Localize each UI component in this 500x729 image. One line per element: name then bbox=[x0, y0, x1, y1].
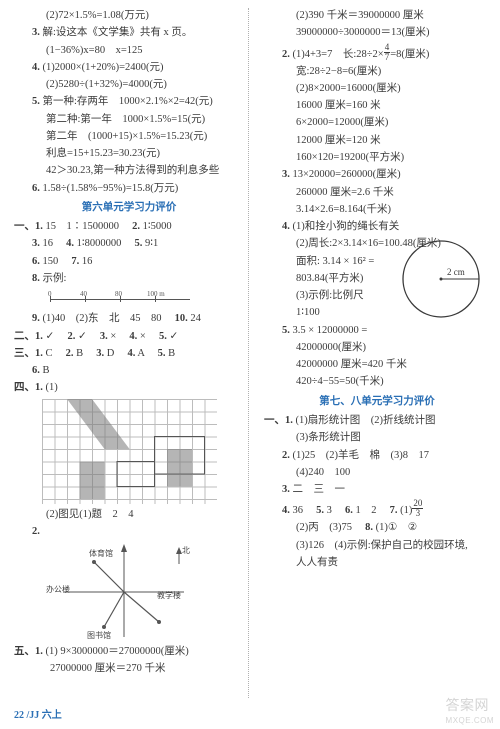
line: 420÷4−55=50(千米) bbox=[264, 374, 490, 390]
row-1: 一、1. 15 1∶1500000 2. 1∶5000 bbox=[14, 219, 244, 235]
row-5: 9. (1)40 (2)东 北 45 80 10. 24 bbox=[14, 311, 244, 327]
line: (3)条形统计图 bbox=[264, 430, 490, 446]
section-78-title: 第七、八单元学习力评价 bbox=[264, 394, 490, 410]
s-row3: 2. (1)25 (2)羊毛 棉 (3)8 17 bbox=[264, 448, 490, 464]
svg-text:2 cm: 2 cm bbox=[447, 267, 465, 277]
line: 39000000÷3000000＝13(厘米) bbox=[264, 25, 490, 41]
line: 16000 厘米=160 米 bbox=[264, 98, 490, 114]
line: 宽:28÷2−8=6(厘米) bbox=[264, 64, 490, 80]
q3: 3. 解:设这本《文学集》共有 x 页。 bbox=[14, 25, 244, 41]
line: (4)240 100 bbox=[264, 465, 490, 481]
line: 27000000 厘米＝270 千米 bbox=[14, 661, 244, 677]
q5: 5. 第一种:存两年 1000×2.1%×2=42(元) bbox=[14, 94, 244, 110]
line: 160×120=19200(平方米) bbox=[264, 150, 490, 166]
number-line-figure: 0 40 80 100 m bbox=[50, 289, 190, 309]
line: (2)8×2000=16000(厘米) bbox=[264, 81, 490, 97]
circle-figure: 2 cm bbox=[400, 238, 482, 320]
row-8: 6. B bbox=[14, 363, 244, 379]
line: 3.14×2.6=8.164(千米) bbox=[264, 202, 490, 218]
row-2: 3. 16 4. 1∶8000000 5. 9∶1 bbox=[14, 236, 244, 252]
r-q3: 3. 13×20000=260000(厘米) bbox=[264, 167, 490, 183]
row-5-1: 五、1. (1) 9×3000000＝27000000(厘米) bbox=[14, 644, 244, 660]
q6: 6. 1.58÷(1.58%−95%)=15.8(万元) bbox=[14, 181, 244, 197]
line: 12000 厘米=120 米 bbox=[264, 133, 490, 149]
row-7: 三、1. C 2. B 3. D 4. A 5. B bbox=[14, 346, 244, 362]
line: (2)图见(1)题 2 4 bbox=[14, 507, 244, 523]
q4: 4. (1)2000×(1+20%)=2400(元) bbox=[14, 60, 244, 76]
r-q5: 5. 3.5 × 12000000 = bbox=[264, 323, 490, 339]
row-6: 二、1. ✓ 2. ✓ 3. × 4. × 5. ✓ bbox=[14, 329, 244, 345]
line: 人人有责 bbox=[264, 555, 490, 571]
row-4: 8. 示例: bbox=[14, 271, 244, 287]
column-divider bbox=[248, 8, 249, 698]
section-6-title: 第六单元学习力评价 bbox=[14, 200, 244, 216]
line: (1−36%)x=80 x=125 bbox=[14, 43, 244, 59]
line: 42＞30.23,第一种方法得到的利息多些 bbox=[14, 163, 244, 179]
s-row6: 4. 36 5. 3 6. 1 2 7. (1)203 bbox=[264, 499, 490, 519]
r-q4: 4. (1)和拴小狗的绳长有关 bbox=[264, 219, 490, 235]
line: (2)5280÷(1+32%)=4000(元) bbox=[14, 77, 244, 93]
line: 第二年 (1000+15)×1.5%=15.23(元) bbox=[14, 129, 244, 145]
row-9: 四、1. (1) bbox=[14, 380, 244, 396]
line: 260000 厘米=2.6 千米 bbox=[264, 185, 490, 201]
line: (2)390 千米＝39000000 厘米 bbox=[264, 8, 490, 24]
watermark: 答案网MXQE.COM bbox=[446, 695, 494, 725]
page-footer: 22 /JJ 六上 bbox=[14, 708, 62, 724]
compass-figure: 体育馆 办公楼 教学楼 图书馆 北 bbox=[49, 542, 199, 642]
line: 6×2000=12000(厘米) bbox=[264, 115, 490, 131]
s-row1: 一、1. (1)扇形统计图 (2)折线统计图 bbox=[264, 413, 490, 429]
line: 第二种:第一年 1000×1.5%=15(元) bbox=[14, 112, 244, 128]
q2-compass: 2. bbox=[14, 524, 244, 540]
grid-figure bbox=[42, 399, 217, 504]
line: 利息=15+15.23=30.23(元) bbox=[14, 146, 244, 162]
line: 42000000 厘米=420 千米 bbox=[264, 357, 490, 373]
row-3: 6. 150 7. 16 bbox=[14, 254, 244, 270]
r-q2: 2. (1)4+3=7 长:28÷2×47=8(厘米) bbox=[264, 43, 490, 63]
line: (3)126 (4)示例:保护自己的校园环境, bbox=[264, 538, 490, 554]
s-row5: 3. 二 三 一 bbox=[264, 482, 490, 498]
line: 42000000(厘米) bbox=[264, 340, 490, 356]
s-row7: (2)丙 (3)75 8. (1)① ② bbox=[264, 520, 490, 536]
line: (2)72×1.5%=1.08(万元) bbox=[14, 8, 244, 24]
